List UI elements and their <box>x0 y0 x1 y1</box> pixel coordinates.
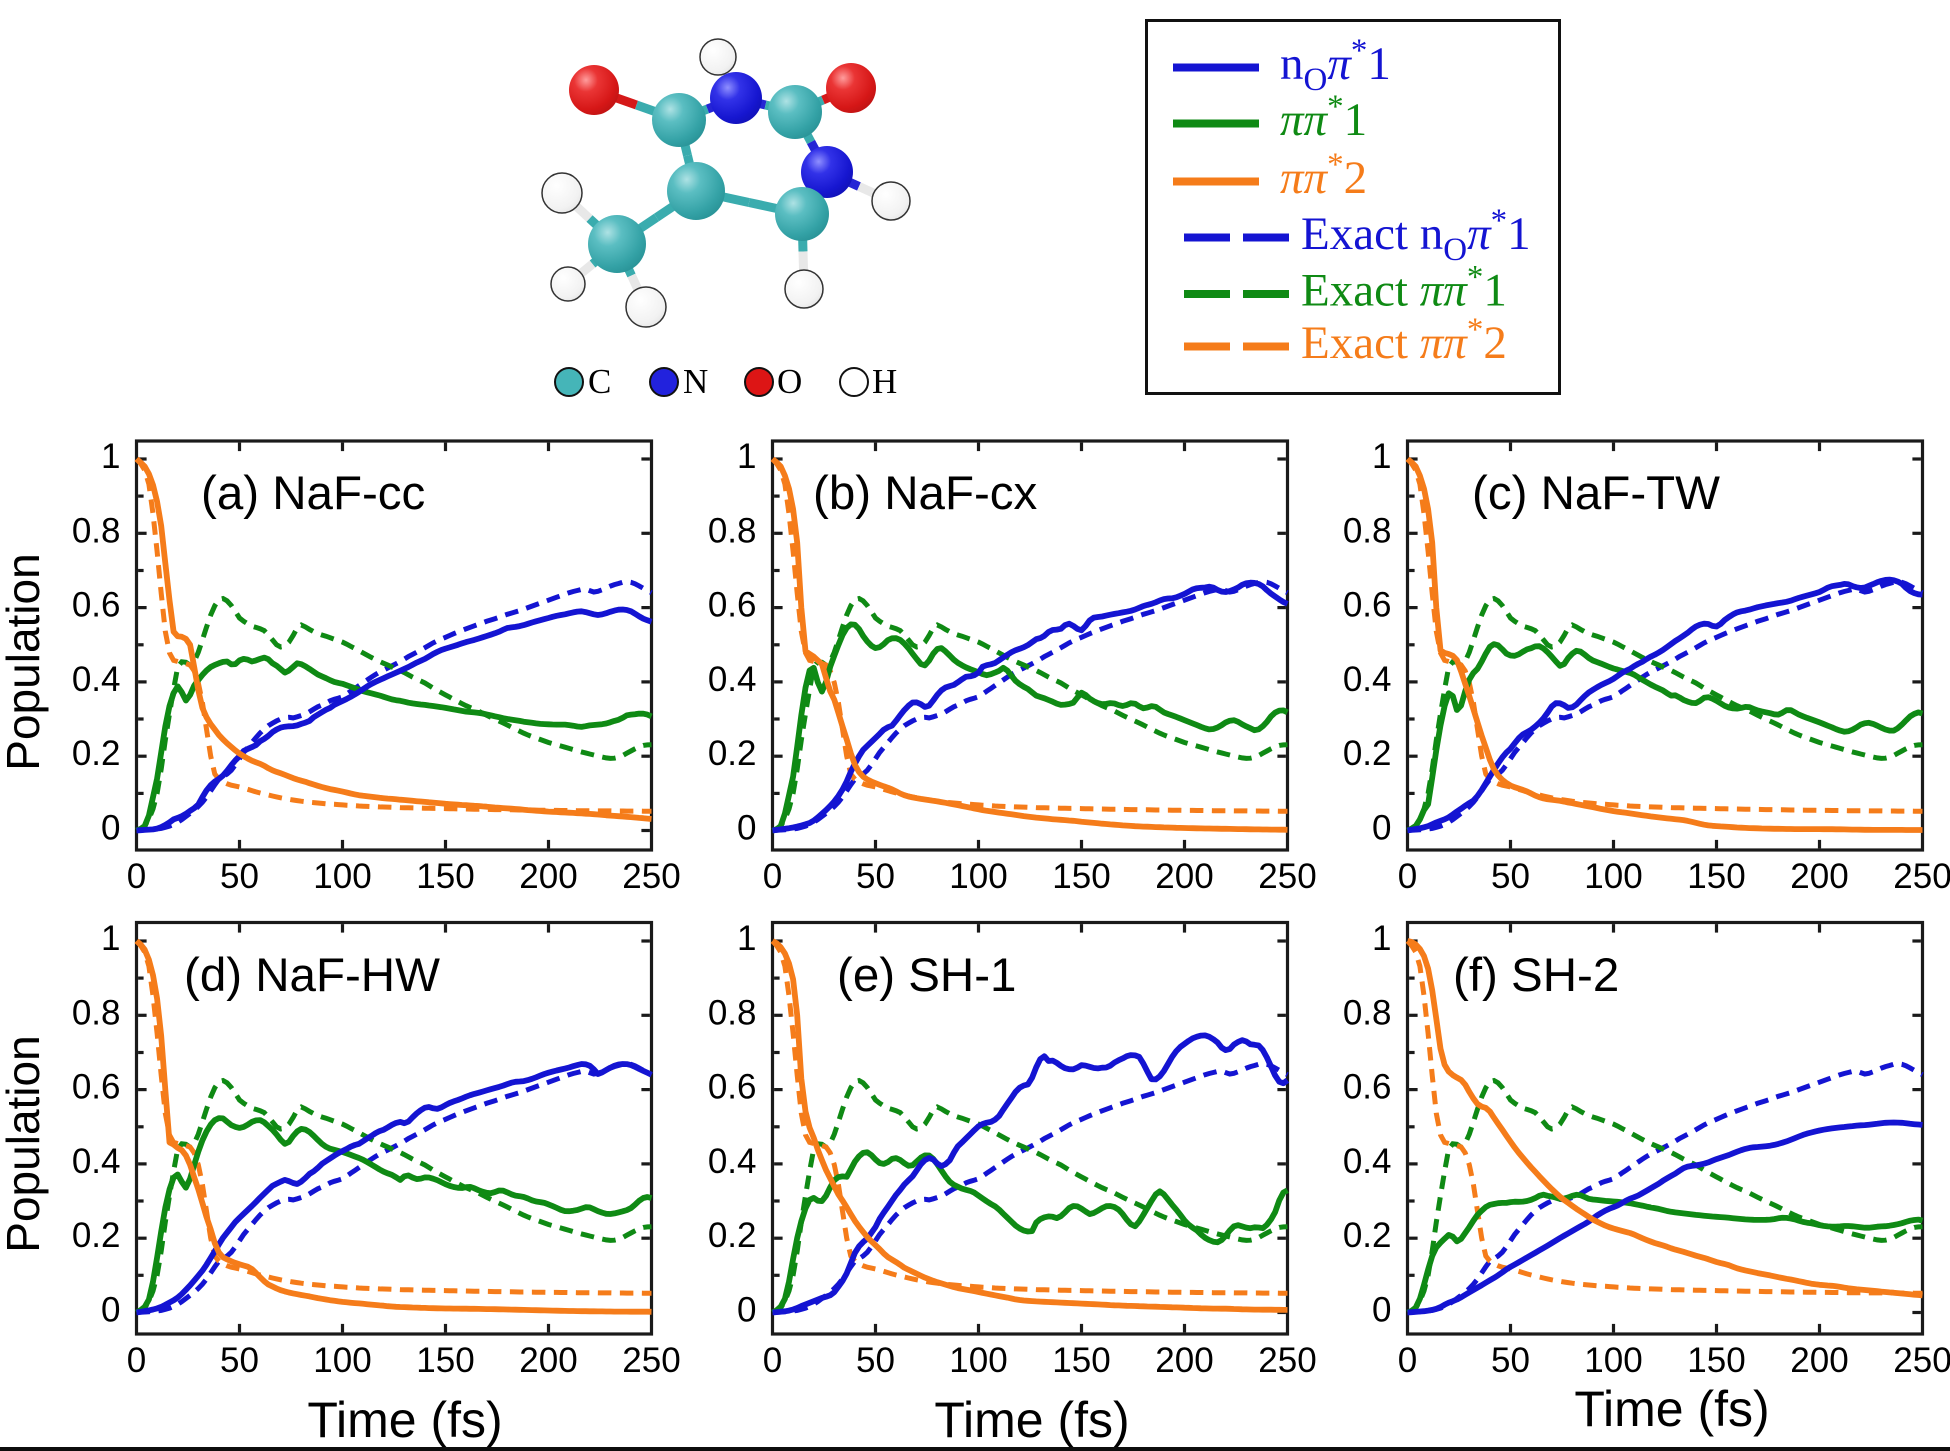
svg-text:ππ*2: ππ*2 <box>1280 147 1367 204</box>
svg-text:0: 0 <box>127 1341 146 1380</box>
svg-text:Time (fs): Time (fs) <box>307 1392 502 1448</box>
svg-text:0.2: 0.2 <box>1343 734 1392 773</box>
svg-text:1: 1 <box>101 437 120 476</box>
svg-text:200: 200 <box>519 1341 577 1380</box>
svg-text:(e) SH-1: (e) SH-1 <box>837 949 1016 1002</box>
svg-text:250: 250 <box>1893 857 1950 896</box>
svg-text:150: 150 <box>1052 857 1110 896</box>
svg-text:50: 50 <box>856 857 895 896</box>
svg-text:1: 1 <box>737 437 756 476</box>
svg-text:150: 150 <box>1052 1341 1110 1380</box>
svg-text:0.6: 0.6 <box>72 1068 121 1107</box>
svg-text:250: 250 <box>622 1341 680 1380</box>
svg-text:0.4: 0.4 <box>72 1142 121 1181</box>
svg-text:200: 200 <box>1155 857 1213 896</box>
svg-text:200: 200 <box>1790 857 1848 896</box>
svg-text:100: 100 <box>949 1341 1007 1380</box>
svg-text:Time (fs): Time (fs) <box>934 1392 1129 1448</box>
svg-text:1: 1 <box>1372 919 1391 958</box>
svg-text:0.4: 0.4 <box>72 660 121 699</box>
svg-text:0.6: 0.6 <box>72 586 121 625</box>
svg-text:100: 100 <box>1584 857 1642 896</box>
svg-text:Population: Population <box>0 1035 49 1252</box>
svg-text:0.8: 0.8 <box>72 993 121 1032</box>
svg-text:0.4: 0.4 <box>708 1142 757 1181</box>
svg-text:0.6: 0.6 <box>1343 1068 1392 1107</box>
svg-text:200: 200 <box>1155 1341 1213 1380</box>
svg-text:0.6: 0.6 <box>708 586 757 625</box>
svg-text:0.8: 0.8 <box>708 511 757 550</box>
svg-text:50: 50 <box>856 1341 895 1380</box>
svg-text:0.2: 0.2 <box>708 1216 757 1255</box>
svg-text:0.6: 0.6 <box>1343 586 1392 625</box>
svg-text:50: 50 <box>1491 857 1530 896</box>
svg-text:O: O <box>777 362 802 401</box>
svg-text:H: H <box>872 362 897 401</box>
svg-text:150: 150 <box>416 1341 474 1380</box>
svg-text:50: 50 <box>1491 1341 1530 1380</box>
svg-text:(b) NaF-cx: (b) NaF-cx <box>813 467 1038 520</box>
svg-text:0.4: 0.4 <box>708 660 757 699</box>
svg-text:ππ*1: ππ*1 <box>1280 89 1367 146</box>
svg-text:0.2: 0.2 <box>72 734 121 773</box>
svg-text:250: 250 <box>1893 1341 1950 1380</box>
svg-text:50: 50 <box>220 857 259 896</box>
svg-text:150: 150 <box>1687 1341 1745 1380</box>
svg-text:150: 150 <box>416 857 474 896</box>
svg-text:0.8: 0.8 <box>72 511 121 550</box>
svg-text:(a) NaF-cc: (a) NaF-cc <box>201 467 425 520</box>
svg-text:Time (fs): Time (fs) <box>1574 1381 1769 1437</box>
svg-text:nOπ*1: nOπ*1 <box>1280 33 1391 98</box>
svg-text:0: 0 <box>1398 1341 1417 1380</box>
svg-text:0: 0 <box>101 1291 120 1330</box>
svg-text:0: 0 <box>101 809 120 848</box>
svg-text:0.2: 0.2 <box>72 1216 121 1255</box>
svg-text:0: 0 <box>763 1341 782 1380</box>
svg-text:0: 0 <box>1372 1291 1391 1330</box>
svg-text:0.6: 0.6 <box>708 1068 757 1107</box>
svg-text:0.4: 0.4 <box>1343 660 1392 699</box>
svg-text:0: 0 <box>127 857 146 896</box>
svg-text:100: 100 <box>313 1341 371 1380</box>
svg-text:0: 0 <box>1372 809 1391 848</box>
svg-text:250: 250 <box>1258 1341 1316 1380</box>
svg-text:0: 0 <box>737 1291 756 1330</box>
svg-text:(f) SH-2: (f) SH-2 <box>1453 949 1619 1002</box>
svg-text:0.2: 0.2 <box>1343 1216 1392 1255</box>
svg-text:100: 100 <box>1584 1341 1642 1380</box>
svg-text:0: 0 <box>1398 857 1417 896</box>
svg-text:250: 250 <box>622 857 680 896</box>
svg-text:0: 0 <box>763 857 782 896</box>
svg-text:1: 1 <box>1372 437 1391 476</box>
svg-text:250: 250 <box>1258 857 1316 896</box>
svg-text:0.8: 0.8 <box>1343 993 1392 1032</box>
svg-text:100: 100 <box>313 857 371 896</box>
svg-text:(d) NaF-HW: (d) NaF-HW <box>184 949 440 1002</box>
svg-text:C: C <box>588 362 611 401</box>
svg-text:100: 100 <box>949 857 1007 896</box>
svg-text:0.8: 0.8 <box>708 993 757 1032</box>
svg-text:1: 1 <box>737 919 756 958</box>
svg-text:50: 50 <box>220 1341 259 1380</box>
svg-text:150: 150 <box>1687 857 1745 896</box>
svg-text:1: 1 <box>101 919 120 958</box>
svg-text:0.2: 0.2 <box>708 734 757 773</box>
svg-text:(c) NaF-TW: (c) NaF-TW <box>1472 467 1720 520</box>
svg-text:0: 0 <box>737 809 756 848</box>
svg-text:200: 200 <box>519 857 577 896</box>
svg-text:200: 200 <box>1790 1341 1848 1380</box>
svg-text:Population: Population <box>0 553 49 770</box>
svg-text:0.4: 0.4 <box>1343 1142 1392 1181</box>
svg-text:0.8: 0.8 <box>1343 511 1392 550</box>
svg-text:N: N <box>683 362 708 401</box>
